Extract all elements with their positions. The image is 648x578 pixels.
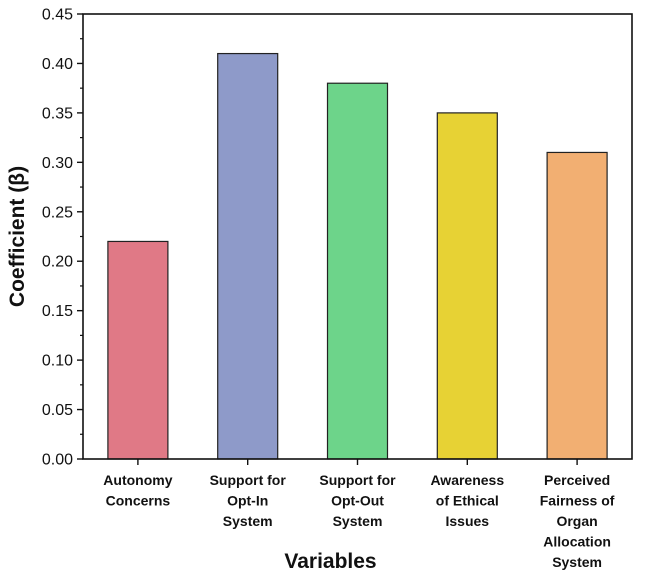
y-tick-label: 0.40 (42, 56, 73, 73)
bar-3 (436, 112, 498, 460)
x-tick-label: Perceived Fairness of Organ Allocation Syste… (540, 472, 615, 570)
y-tick-label: 0.25 (42, 204, 73, 221)
y-tick-label: 0.15 (42, 303, 73, 320)
y-axis-ticks: 0.00 0.05 0.10 0.15 0.20 0.25 0.30 0.35 0.40 0.45 (42, 7, 83, 469)
bar-1 (217, 52, 279, 460)
x-tick-label: Autonomy Concerns (103, 472, 172, 509)
y-tick-label: 0.10 (42, 353, 73, 370)
y-tick-label: 0.35 (42, 105, 73, 122)
y-tick-label: 0.00 (42, 452, 73, 469)
x-axis-ticks: Autonomy Concerns Support for Opt-In System S… (103, 459, 615, 570)
bar-2 (326, 82, 389, 460)
y-axis-title: Coefficient (β) (6, 166, 29, 307)
bars-group (107, 52, 608, 460)
x-axis-title: Variables (284, 550, 376, 573)
x-tick-label: Support for Opt-In System (210, 472, 287, 529)
bar-4 (546, 151, 608, 460)
bar-0 (107, 240, 169, 460)
x-tick-label: Awareness of Ethical Issues (430, 472, 504, 529)
y-tick-label: 0.20 (42, 254, 73, 271)
y-tick-label: 0.05 (42, 402, 73, 419)
y-tick-label: 0.45 (42, 7, 73, 24)
x-tick-label: Support for Opt-Out System (319, 472, 396, 529)
y-tick-label: 0.30 (42, 155, 73, 172)
